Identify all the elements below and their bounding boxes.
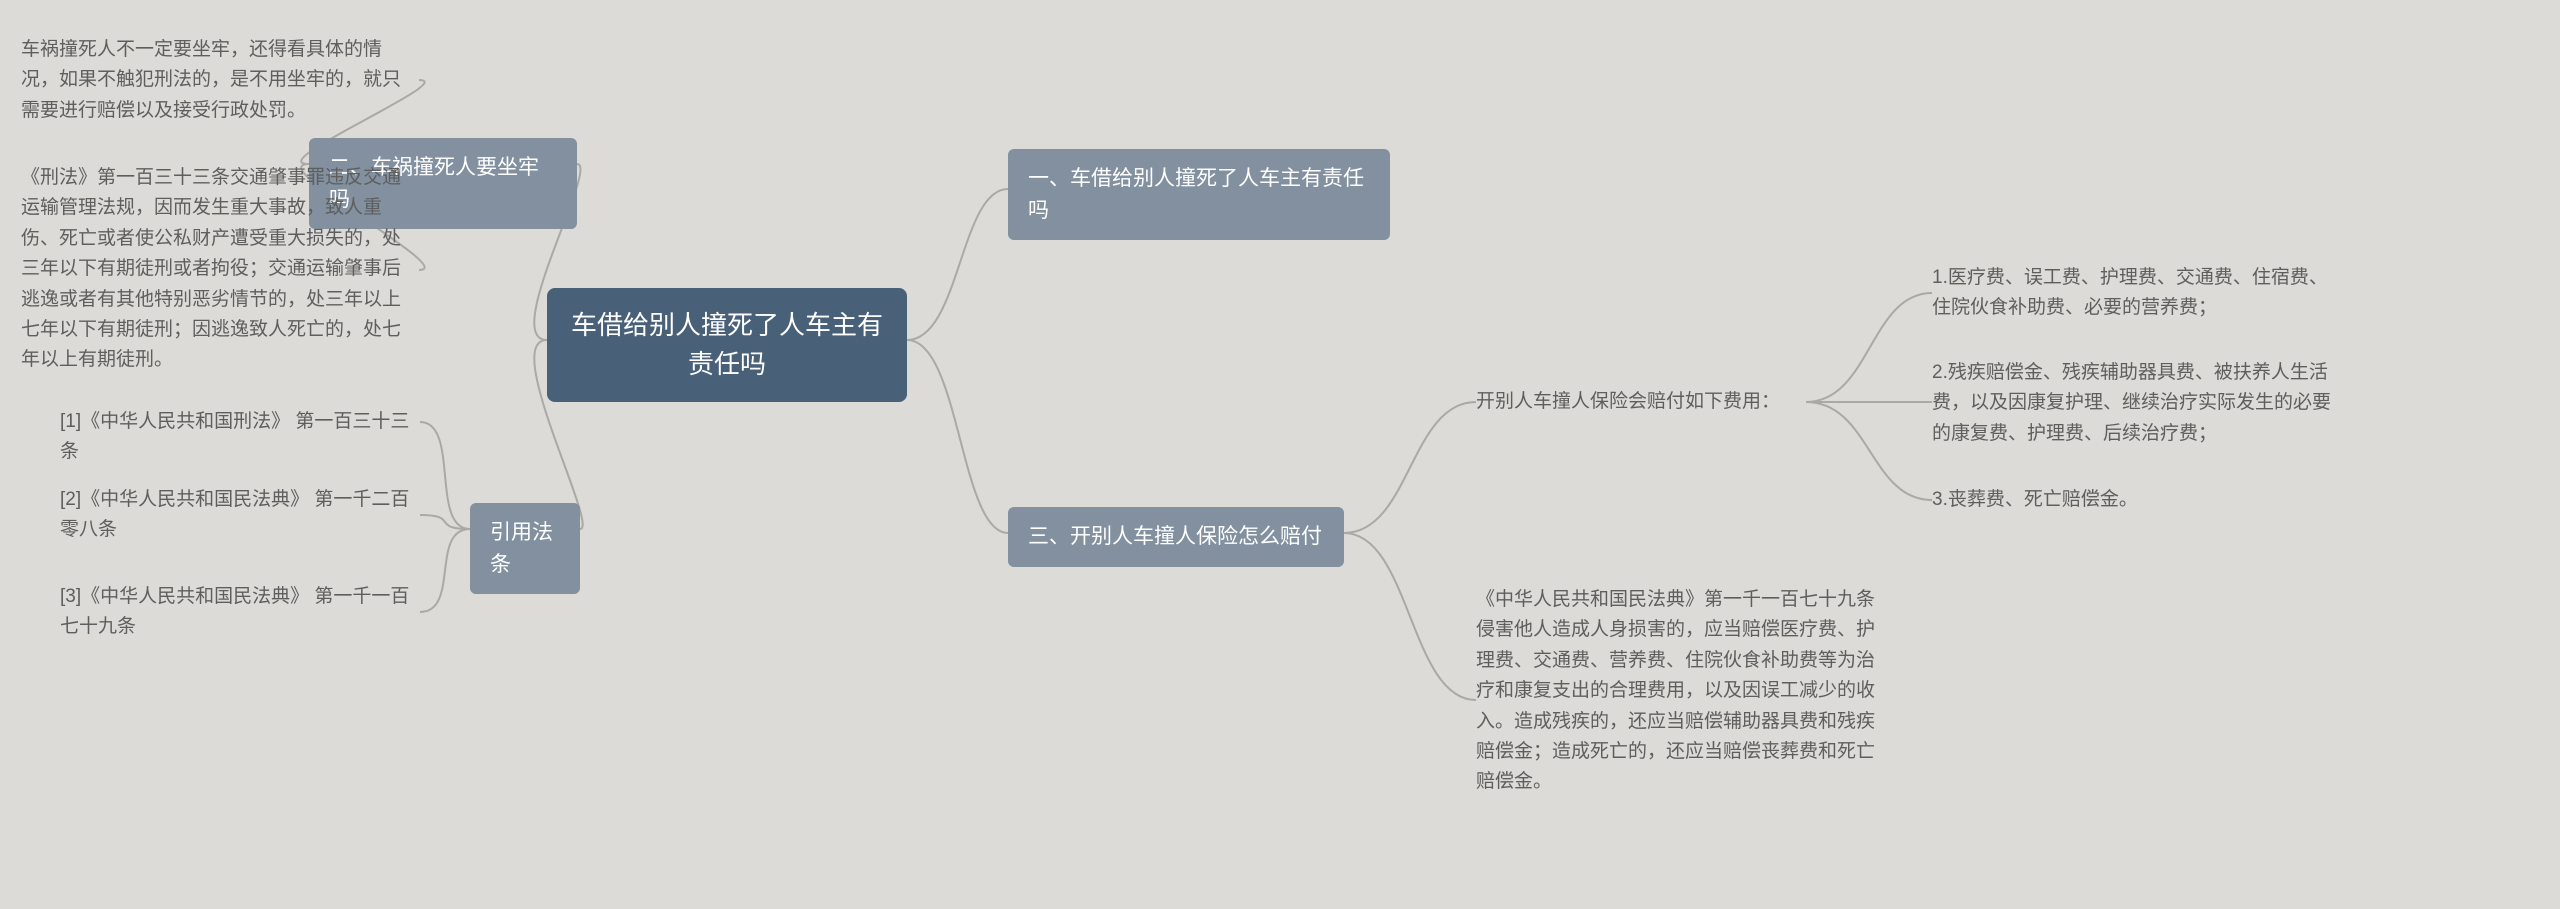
node-ref-1[interactable]: [1]《中华人民共和国刑法》 第一百三十三条 [60, 407, 420, 468]
branch-references[interactable]: 引用法条 [470, 503, 580, 594]
leaf-text: 开别人车撞人保险会赔付如下费用： [1476, 391, 1780, 412]
mindmap-root[interactable]: 车借给别人撞死了人车主有责任吗 [547, 288, 907, 402]
branch-label: 三、开别人车撞人保险怎么赔付 [1028, 525, 1322, 548]
leaf-text: 3.丧葬费、死亡赔偿金。 [1932, 489, 2138, 510]
leaf-text: 《刑法》第一百三十三条交通肇事罪违反交通运输管理法规，因而发生重大事故，致人重伤… [21, 167, 401, 370]
leaf-text: 车祸撞死人不一定要坐牢，还得看具体的情况，如果不触犯刑法的，是不用坐牢的，就只需… [21, 39, 401, 121]
branch-label: 一、车借给别人撞死了人车主有责任吗 [1028, 167, 1364, 222]
node-ref-2[interactable]: [2]《中华人民共和国民法典》 第一千二百零八条 [60, 485, 420, 546]
leaf-text: 1.医疗费、误工费、护理费、交通费、住宿费、住院伙食补助费、必要的营养费； [1932, 267, 2328, 318]
leaf-text: 2.残疾赔偿金、残疾辅助器具费、被扶养人生活费，以及因康复护理、继续治疗实际发生… [1932, 362, 2331, 444]
node-jail-explain[interactable]: 车祸撞死人不一定要坐牢，还得看具体的情况，如果不触犯刑法的，是不用坐牢的，就只需… [21, 35, 419, 126]
leaf-text: [3]《中华人民共和国民法典》 第一千一百七十九条 [60, 586, 409, 637]
node-fee-item-2[interactable]: 2.残疾赔偿金、残疾辅助器具费、被扶养人生活费，以及因康复护理、继续治疗实际发生… [1932, 358, 2344, 449]
node-insurance-intro[interactable]: 开别人车撞人保险会赔付如下费用： [1476, 387, 1806, 417]
root-label: 车借给别人撞死了人车主有责任吗 [571, 310, 883, 379]
branch-section-3[interactable]: 三、开别人车撞人保险怎么赔付 [1008, 507, 1344, 567]
branch-section-1[interactable]: 一、车借给别人撞死了人车主有责任吗 [1008, 149, 1390, 240]
leaf-text: 《中华人民共和国民法典》第一千一百七十九条侵害他人造成人身损害的，应当赔偿医疗费… [1476, 589, 1875, 792]
branch-label: 引用法条 [490, 521, 553, 576]
node-fee-item-1[interactable]: 1.医疗费、误工费、护理费、交通费、住宿费、住院伙食补助费、必要的营养费； [1932, 263, 2344, 324]
node-civil-code-1179[interactable]: 《中华人民共和国民法典》第一千一百七十九条侵害他人造成人身损害的，应当赔偿医疗费… [1476, 585, 1880, 798]
leaf-text: [1]《中华人民共和国刑法》 第一百三十三条 [60, 411, 409, 462]
node-ref-3[interactable]: [3]《中华人民共和国民法典》 第一千一百七十九条 [60, 582, 420, 643]
leaf-text: [2]《中华人民共和国民法典》 第一千二百零八条 [60, 489, 409, 540]
node-fee-item-3[interactable]: 3.丧葬费、死亡赔偿金。 [1932, 485, 2344, 515]
node-criminal-law-133[interactable]: 《刑法》第一百三十三条交通肇事罪违反交通运输管理法规，因而发生重大事故，致人重伤… [21, 163, 419, 376]
